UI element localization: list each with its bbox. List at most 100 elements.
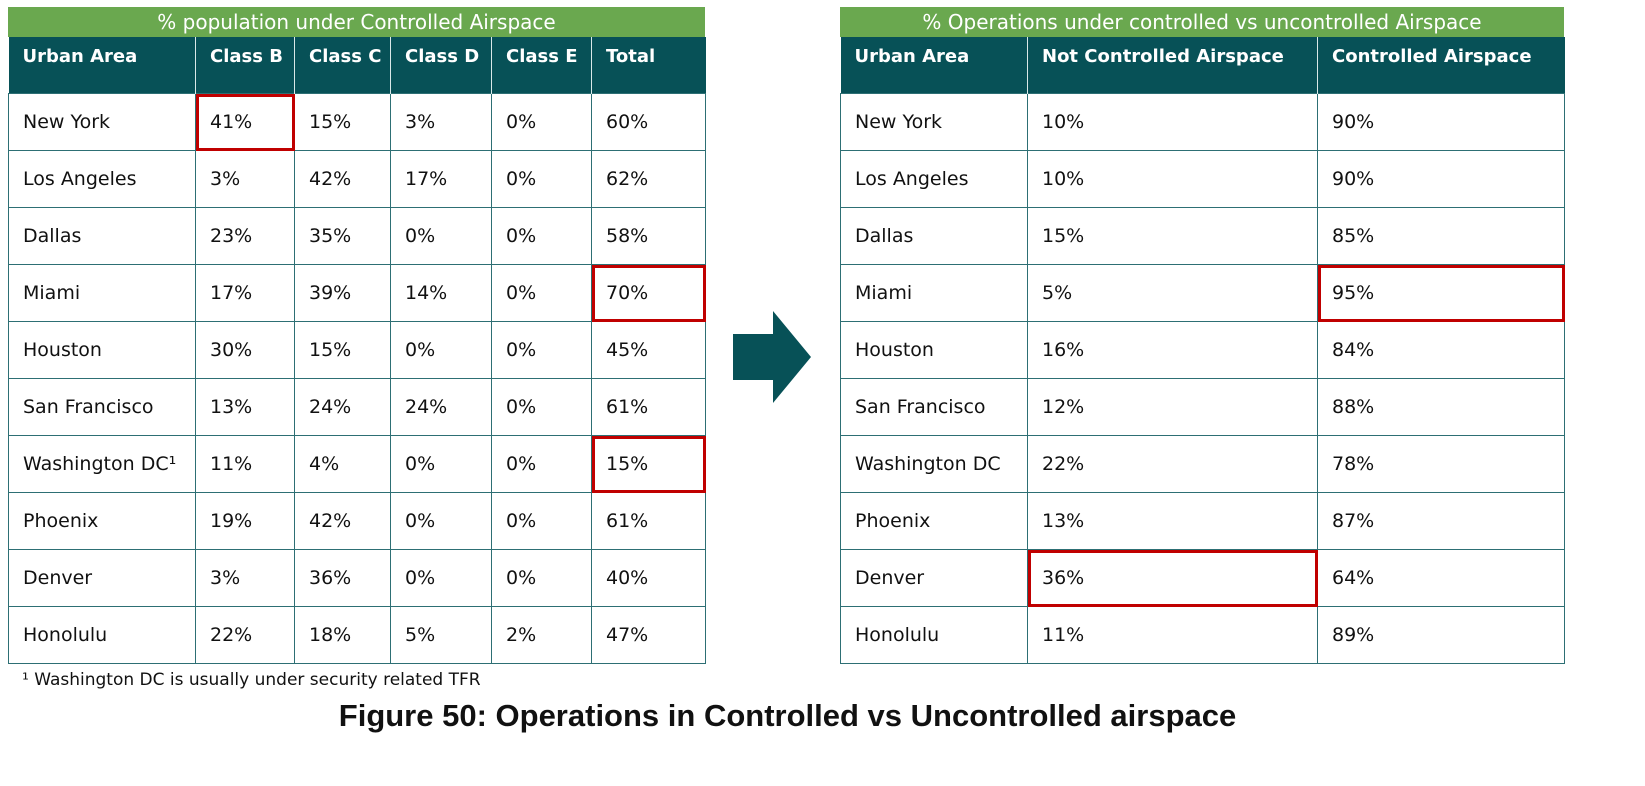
value-cell: 23% bbox=[195, 207, 295, 265]
population-table-title: % population under Controlled Airspace bbox=[8, 7, 705, 37]
table-row: Houston 30% 15% 0% 0% 45% bbox=[8, 321, 706, 379]
value-cell: 0% bbox=[491, 435, 592, 493]
population-table: Urban Area Class B Class C Class D Class E To… bbox=[8, 37, 706, 664]
urban-area-cell: Washington DC bbox=[840, 435, 1028, 493]
urban-area-cell: Miami bbox=[8, 264, 196, 322]
value-cell: 61% bbox=[591, 492, 706, 550]
urban-area-cell: San Francisco bbox=[840, 378, 1028, 436]
table-row: Phoenix 19% 42% 0% 0% 61% bbox=[8, 492, 706, 550]
table-row: Dallas 15% 85% bbox=[840, 207, 1565, 265]
table-row: New York 41% 15% 3% 0% 60% bbox=[8, 93, 706, 151]
value-cell: 0% bbox=[491, 378, 592, 436]
operations-table: Urban Area Not Controlled Airspace Control… bbox=[840, 37, 1565, 664]
column-header: Class B bbox=[195, 37, 295, 94]
value-cell: 22% bbox=[195, 606, 295, 664]
value-cell: 0% bbox=[390, 207, 492, 265]
value-cell: 19% bbox=[195, 492, 295, 550]
value-cell: 15% bbox=[294, 321, 391, 379]
urban-area-cell: Phoenix bbox=[8, 492, 196, 550]
operations-table-title: % Operations under controlled vs uncontr… bbox=[840, 7, 1564, 37]
value-cell: 87% bbox=[1317, 492, 1565, 550]
value-cell: 17% bbox=[195, 264, 295, 322]
column-header: Not Controlled Airspace bbox=[1027, 37, 1318, 94]
table-row: Washington DC 22% 78% bbox=[840, 435, 1565, 493]
value-cell: 18% bbox=[294, 606, 391, 664]
value-cell: 0% bbox=[390, 321, 492, 379]
right-arrow-icon bbox=[733, 311, 811, 403]
table-row: Phoenix 13% 87% bbox=[840, 492, 1565, 550]
urban-area-cell: Houston bbox=[8, 321, 196, 379]
value-cell: 62% bbox=[591, 150, 706, 208]
operations-table-panel: % Operations under controlled vs uncontr… bbox=[840, 7, 1565, 664]
value-cell: 0% bbox=[390, 492, 492, 550]
table-row: Dallas 23% 35% 0% 0% 58% bbox=[8, 207, 706, 265]
table-row: Miami 17% 39% 14% 0% 70% bbox=[8, 264, 706, 322]
urban-area-cell: Honolulu bbox=[840, 606, 1028, 664]
table-header-row: Urban Area Class B Class C Class D Class E To… bbox=[8, 37, 706, 94]
value-cell: 2% bbox=[491, 606, 592, 664]
table-row: Denver 3% 36% 0% 0% 40% bbox=[8, 549, 706, 607]
value-cell: 70% bbox=[591, 264, 706, 322]
value-cell: 11% bbox=[1027, 606, 1318, 664]
table-row: Washington DC¹ 11% 4% 0% 0% 15% bbox=[8, 435, 706, 493]
value-cell: 36% bbox=[1027, 549, 1318, 607]
value-cell: 14% bbox=[390, 264, 492, 322]
table-row: San Francisco 12% 88% bbox=[840, 378, 1565, 436]
table-row: New York 10% 90% bbox=[840, 93, 1565, 151]
value-cell: 4% bbox=[294, 435, 391, 493]
urban-area-cell: Washington DC¹ bbox=[8, 435, 196, 493]
urban-area-cell: Dallas bbox=[840, 207, 1028, 265]
value-cell: 89% bbox=[1317, 606, 1565, 664]
value-cell: 0% bbox=[390, 435, 492, 493]
value-cell: 36% bbox=[294, 549, 391, 607]
urban-area-cell: New York bbox=[840, 93, 1028, 151]
value-cell: 64% bbox=[1317, 549, 1565, 607]
table-row: Houston 16% 84% bbox=[840, 321, 1565, 379]
urban-area-cell: Denver bbox=[840, 549, 1028, 607]
value-cell: 13% bbox=[1027, 492, 1318, 550]
urban-area-cell: Los Angeles bbox=[8, 150, 196, 208]
value-cell: 10% bbox=[1027, 93, 1318, 151]
value-cell: 0% bbox=[491, 93, 592, 151]
value-cell: 17% bbox=[390, 150, 492, 208]
value-cell: 0% bbox=[491, 150, 592, 208]
table-row: Los Angeles 3% 42% 17% 0% 62% bbox=[8, 150, 706, 208]
value-cell: 60% bbox=[591, 93, 706, 151]
value-cell: 0% bbox=[491, 492, 592, 550]
value-cell: 47% bbox=[591, 606, 706, 664]
value-cell: 0% bbox=[491, 321, 592, 379]
value-cell: 15% bbox=[591, 435, 706, 493]
value-cell: 41% bbox=[195, 93, 295, 151]
value-cell: 78% bbox=[1317, 435, 1565, 493]
value-cell: 95% bbox=[1317, 264, 1565, 322]
urban-area-cell: Phoenix bbox=[840, 492, 1028, 550]
urban-area-cell: Dallas bbox=[8, 207, 196, 265]
table-header-row: Urban Area Not Controlled Airspace Control… bbox=[840, 37, 1565, 94]
column-header: Total bbox=[591, 37, 706, 94]
urban-area-cell: Honolulu bbox=[8, 606, 196, 664]
value-cell: 39% bbox=[294, 264, 391, 322]
value-cell: 24% bbox=[294, 378, 391, 436]
value-cell: 11% bbox=[195, 435, 295, 493]
value-cell: 0% bbox=[491, 207, 592, 265]
value-cell: 0% bbox=[491, 549, 592, 607]
value-cell: 22% bbox=[1027, 435, 1318, 493]
value-cell: 10% bbox=[1027, 150, 1318, 208]
column-header: Urban Area bbox=[840, 37, 1028, 94]
value-cell: 3% bbox=[390, 93, 492, 151]
table-row: Miami 5% 95% bbox=[840, 264, 1565, 322]
urban-area-cell: Miami bbox=[840, 264, 1028, 322]
column-header: Class C bbox=[294, 37, 391, 94]
value-cell: 84% bbox=[1317, 321, 1565, 379]
value-cell: 16% bbox=[1027, 321, 1318, 379]
urban-area-cell: New York bbox=[8, 93, 196, 151]
urban-area-cell: Houston bbox=[840, 321, 1028, 379]
value-cell: 30% bbox=[195, 321, 295, 379]
figure-caption: Figure 50: Operations in Controlled vs U… bbox=[338, 698, 1237, 733]
table-row: Los Angeles 10% 90% bbox=[840, 150, 1565, 208]
table-row: Denver 36% 64% bbox=[840, 549, 1565, 607]
value-cell: 15% bbox=[294, 93, 391, 151]
urban-area-cell: San Francisco bbox=[8, 378, 196, 436]
column-header: Class D bbox=[390, 37, 492, 94]
value-cell: 0% bbox=[390, 549, 492, 607]
